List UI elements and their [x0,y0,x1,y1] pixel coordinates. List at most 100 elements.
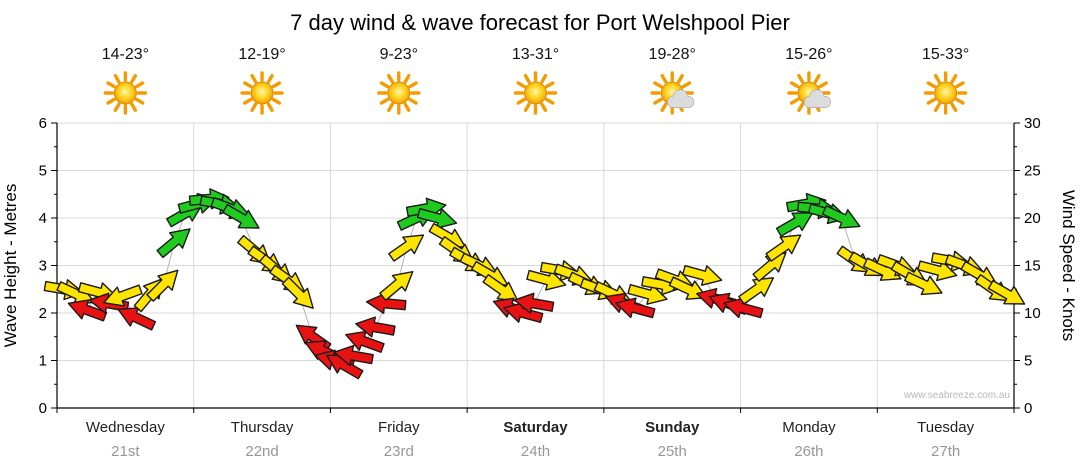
sun-ray [950,73,958,84]
sun-ray [379,97,390,105]
wind-arrow [156,228,191,259]
wind-arrow-shape [987,279,1026,305]
wind-arrow-shape [345,330,385,353]
wind-arrow-shape [775,212,814,237]
wind-arrow-shape [281,276,314,309]
sun-ray [271,81,282,89]
wind-arrow-shape [416,208,458,229]
sun-ray [540,102,548,113]
sun-ray [130,102,138,113]
cloud-fill [809,100,825,108]
sun-disc [250,81,274,105]
sun-ray [516,97,526,105]
temp-range: 14-23° [102,46,149,63]
wind-arrow [333,344,374,367]
cloud-fill [673,100,689,108]
wind-arrow [682,265,723,286]
sun-ray [926,97,937,105]
sun-ray [789,97,800,105]
wind-arrow [903,271,943,296]
left-tick-label: 3 [39,258,47,275]
axis-tick-labels: 0 1 2 3 4 5 6 0 5 10 15 20 25 30 [39,115,1041,417]
day-date: 22nd [245,443,278,460]
sun-ray [408,97,418,105]
sun-ray [653,81,663,89]
weather-icon-sunny [513,71,558,115]
wind-arrow-shape [627,284,668,305]
wind-arrow [526,269,567,291]
wind-arrow [752,251,787,282]
wind-arrow-shape [355,316,396,338]
sun-ray [797,102,805,113]
wind-arrow-shape [615,297,656,319]
wind-arrow-shape [917,260,958,282]
wind-arrow-shape [222,203,260,229]
left-axis-label: Wave Height - Metres [1,184,20,348]
wind-arrow [615,297,656,319]
left-tick-label: 2 [39,305,47,322]
weather-icon-sunny [923,71,968,115]
sun-disc [387,81,411,105]
sun-ray [813,73,821,84]
day-date: 24th [521,443,550,460]
sun-ray [955,97,965,105]
weather-icon-sunny [103,71,148,115]
day-name: Saturday [503,419,568,436]
sun-ray [933,102,941,113]
wind-arrow-shape [503,302,544,323]
sun-ray [408,81,418,89]
wind-arrow-shape [903,271,943,296]
right-tick-label: 15 [1024,258,1041,275]
wind-arrow [103,284,143,307]
sun-ray [545,97,555,105]
wind-arrow [222,203,260,229]
day-name: Monday [782,419,836,436]
weather-icon-sunny [240,71,284,115]
temp-range: 19-28° [649,46,696,63]
sun-ray [403,73,411,84]
wind-arrow-shape [388,234,425,262]
weather-icon-sunny [377,71,421,115]
sun-ray [106,97,116,105]
sun-ray [516,81,526,89]
sun-ray [660,102,668,113]
sun-disc [113,81,137,105]
sun-ray [134,81,145,89]
wind-arrow-shape [723,297,764,319]
sun-ray [653,97,663,105]
sun-ray [250,73,258,84]
sun-ray [926,81,937,89]
day-name: Tuesday [917,419,974,436]
sun-ray [797,73,805,84]
gridlines [57,122,1014,408]
left-tick-label: 6 [39,115,47,132]
wind-arrow-shape [526,269,567,291]
left-tick-label: 1 [39,353,47,370]
sun-ray [134,97,145,105]
wind-arrow-shape [333,344,374,367]
sun-ray [266,73,274,84]
wind-arrow [627,284,668,305]
wind-arrow [513,292,555,314]
temp-range: 12-19° [238,46,285,63]
sun-ray [106,81,116,89]
sun-ray [266,102,274,113]
right-axis-label: Wind Speed - Knots [1059,190,1078,341]
right-tick-label: 30 [1024,115,1041,132]
temp-range: 15-26° [785,46,832,63]
left-tick-label: 0 [39,400,47,417]
sun-ray [387,73,394,84]
temp-range: 9-23° [380,46,418,63]
day-name: Thursday [231,419,294,436]
chart-title: 7 day wind & wave forecast for Port Wels… [290,10,790,35]
sun-ray [523,73,531,84]
wind-arrow [987,279,1026,305]
wind-arrow-shape [405,197,447,219]
right-tick-label: 20 [1024,210,1041,227]
wind-arrow [345,330,385,353]
right-tick-label: 25 [1024,163,1041,180]
day-name: Sunday [645,419,700,436]
left-tick-label: 4 [39,210,47,227]
wind-arrow-shape [752,251,787,282]
